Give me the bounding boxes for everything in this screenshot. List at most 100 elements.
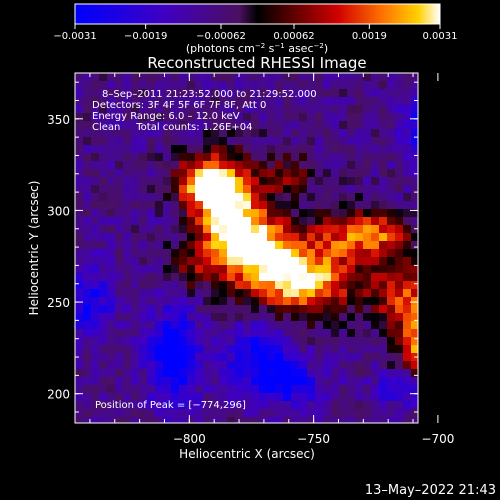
heatmap-pixel [379,369,388,378]
heatmap-pixel [139,305,148,314]
heatmap-pixel [211,345,220,354]
heatmap-pixel [171,281,180,290]
heatmap-pixel [139,249,148,258]
heatmap-pixel [307,289,316,298]
heatmap-pixel [139,377,148,386]
heatmap-pixel [171,289,180,298]
heatmap-pixel [99,417,108,424]
heatmap-pixel [355,265,364,274]
heatmap-pixel [235,169,244,178]
heatmap-pixel [411,81,419,90]
heatmap-pixel [323,265,332,274]
heatmap-pixel [147,105,156,114]
heatmap-pixel [131,297,140,306]
heatmap-pixel [163,417,172,424]
heatmap-pixel [115,377,124,386]
heatmap-pixel [331,153,340,162]
heatmap-pixel [403,273,412,282]
heatmap-pixel [363,81,372,90]
heatmap-pixel [203,209,212,218]
heatmap-pixel [163,89,172,98]
heatmap-pixel [299,337,308,346]
heatmap-pixel [75,129,84,138]
heatmap-pixel [299,81,308,90]
heatmap-pixel [299,273,308,282]
heatmap-pixel [411,345,419,354]
heatmap-pixel [299,257,308,266]
heatmap-pixel [275,281,284,290]
heatmap-pixel [395,297,404,306]
heatmap-pixel [299,377,308,386]
heatmap-pixel [251,265,260,274]
heatmap-pixel [403,193,412,202]
heatmap-pixel [195,137,204,146]
heatmap-pixel [155,297,164,306]
heatmap-pixel [227,385,236,394]
heatmap-pixel [363,273,372,282]
heatmap-pixel [403,393,412,402]
heatmap-pixel [187,257,196,266]
heatmap-pixel [347,257,356,266]
heatmap-pixel [355,369,364,378]
heatmap-pixel [75,169,84,178]
heatmap-pixel [283,113,292,122]
heatmap-pixel [259,305,268,314]
heatmap-pixel [283,345,292,354]
heatmap-pixel [203,225,212,234]
heatmap-pixel [155,89,164,98]
heatmap-pixel [251,297,260,306]
heatmap-pixel [251,337,260,346]
heatmap-pixel [171,329,180,338]
heatmap-pixel [155,185,164,194]
heatmap-pixel [379,353,388,362]
heatmap-pixel [107,369,116,378]
heatmap-pixel [379,393,388,402]
heatmap-pixel [91,297,100,306]
heatmap-pixel [307,81,316,90]
heatmap-pixel [131,105,140,114]
heatmap-pixel [123,233,132,242]
heatmap-pixel [139,177,148,186]
heatmap-pixel [195,81,204,90]
heatmap-pixel [379,345,388,354]
heatmap-pixel [99,209,108,218]
heatmap-pixel [315,185,324,194]
heatmap-pixel [107,177,116,186]
heatmap-pixel [363,105,372,114]
heatmap-pixel [203,137,212,146]
heatmap-pixel [219,153,228,162]
heatmap-pixel [99,137,108,146]
heatmap-pixel [339,161,348,170]
heatmap-pixel [339,385,348,394]
heatmap-pixel [283,401,292,410]
heatmap-pixel [259,265,268,274]
heatmap-pixel [323,121,332,130]
heatmap-pixel [155,281,164,290]
heatmap-pixel [211,137,220,146]
heatmap-pixel [203,161,212,170]
heatmap-pixel [259,233,268,242]
heatmap-pixel [291,153,300,162]
heatmap-pixel [403,417,412,424]
heatmap-pixel [283,241,292,250]
heatmap-pixel [339,169,348,178]
heatmap-pixel [307,313,316,322]
heatmap-pixel [315,417,324,424]
heatmap-pixel [307,89,316,98]
heatmap-pixel [379,113,388,122]
heatmap-pixel [131,321,140,330]
heatmap-pixel [211,129,220,138]
heatmap-pixel [211,409,220,418]
heatmap-pixel [315,137,324,146]
heatmap-pixel [379,233,388,242]
heatmap-pixel [123,305,132,314]
heatmap-pixel [323,297,332,306]
heatmap-pixel [187,401,196,410]
heatmap-pixel [395,257,404,266]
heatmap-pixel [299,73,308,82]
heatmap-pixel [99,249,108,258]
heatmap-pixel [243,281,252,290]
heatmap-pixel [227,185,236,194]
heatmap-pixel [187,201,196,210]
heatmap-pixel [307,201,316,210]
